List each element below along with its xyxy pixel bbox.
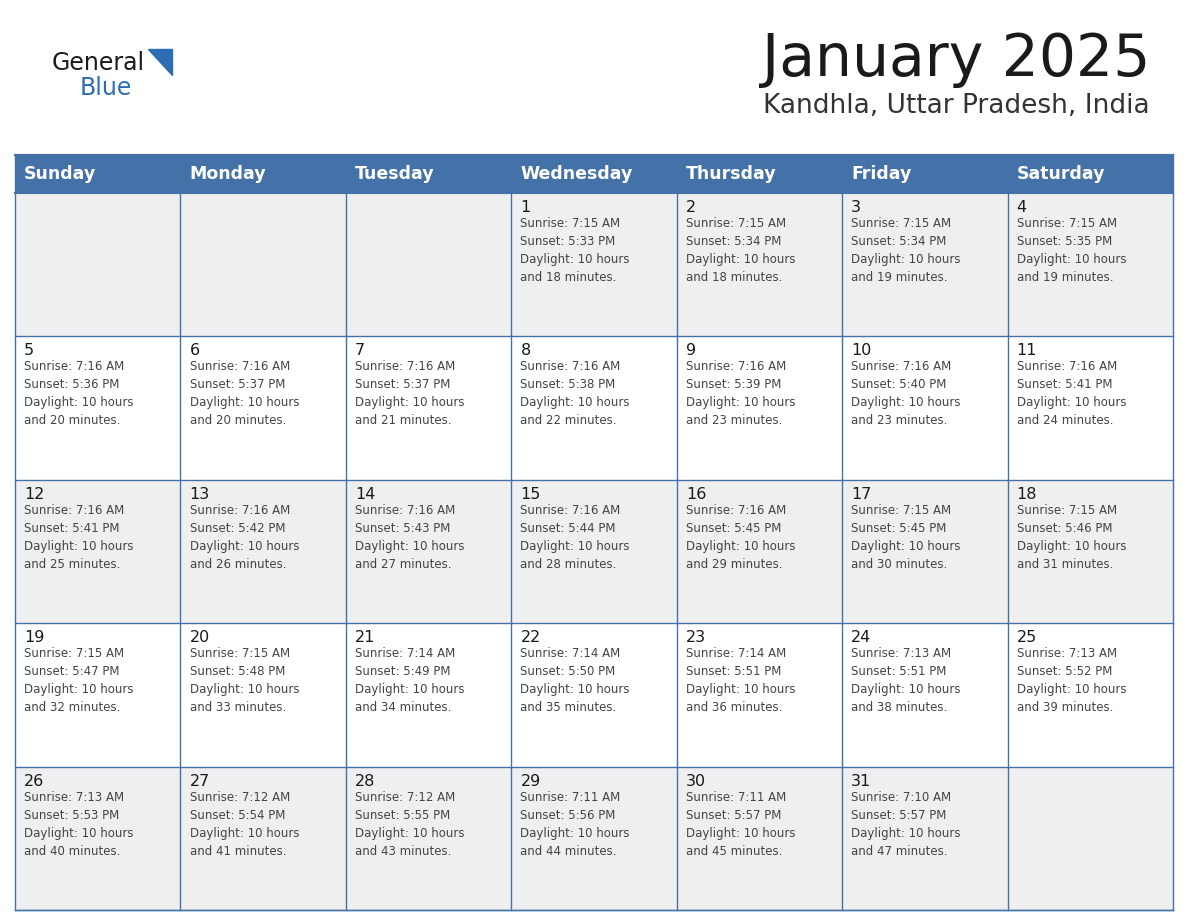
Text: Sunrise: 7:14 AM
Sunset: 5:49 PM
Daylight: 10 hours
and 34 minutes.: Sunrise: 7:14 AM Sunset: 5:49 PM Dayligh…	[355, 647, 465, 714]
Text: 19: 19	[24, 630, 44, 645]
Text: Sunday: Sunday	[24, 165, 96, 183]
Text: Sunrise: 7:16 AM
Sunset: 5:39 PM
Daylight: 10 hours
and 23 minutes.: Sunrise: 7:16 AM Sunset: 5:39 PM Dayligh…	[685, 361, 795, 428]
Text: Sunrise: 7:15 AM
Sunset: 5:48 PM
Daylight: 10 hours
and 33 minutes.: Sunrise: 7:15 AM Sunset: 5:48 PM Dayligh…	[190, 647, 299, 714]
Text: 14: 14	[355, 487, 375, 502]
Text: 29: 29	[520, 774, 541, 789]
Text: 8: 8	[520, 343, 531, 358]
Text: 18: 18	[1017, 487, 1037, 502]
Text: 9: 9	[685, 343, 696, 358]
Bar	[511, 155, 677, 193]
Text: Sunrise: 7:16 AM
Sunset: 5:36 PM
Daylight: 10 hours
and 20 minutes.: Sunrise: 7:16 AM Sunset: 5:36 PM Dayligh…	[24, 361, 133, 428]
Text: 15: 15	[520, 487, 541, 502]
Text: Sunrise: 7:13 AM
Sunset: 5:52 PM
Daylight: 10 hours
and 39 minutes.: Sunrise: 7:13 AM Sunset: 5:52 PM Dayligh…	[1017, 647, 1126, 714]
Text: Friday: Friday	[852, 165, 911, 183]
Text: Sunrise: 7:15 AM
Sunset: 5:34 PM
Daylight: 10 hours
and 18 minutes.: Sunrise: 7:15 AM Sunset: 5:34 PM Dayligh…	[685, 217, 795, 284]
Bar	[15, 767, 1173, 910]
Text: Sunrise: 7:11 AM
Sunset: 5:56 PM
Daylight: 10 hours
and 44 minutes.: Sunrise: 7:11 AM Sunset: 5:56 PM Dayligh…	[520, 790, 630, 857]
Text: Sunrise: 7:16 AM
Sunset: 5:40 PM
Daylight: 10 hours
and 23 minutes.: Sunrise: 7:16 AM Sunset: 5:40 PM Dayligh…	[852, 361, 961, 428]
Text: 13: 13	[190, 487, 210, 502]
Text: 27: 27	[190, 774, 210, 789]
Text: Sunrise: 7:16 AM
Sunset: 5:38 PM
Daylight: 10 hours
and 22 minutes.: Sunrise: 7:16 AM Sunset: 5:38 PM Dayligh…	[520, 361, 630, 428]
Text: Tuesday: Tuesday	[355, 165, 435, 183]
Text: Sunrise: 7:16 AM
Sunset: 5:45 PM
Daylight: 10 hours
and 29 minutes.: Sunrise: 7:16 AM Sunset: 5:45 PM Dayligh…	[685, 504, 795, 571]
Text: 31: 31	[852, 774, 872, 789]
Text: Sunrise: 7:10 AM
Sunset: 5:57 PM
Daylight: 10 hours
and 47 minutes.: Sunrise: 7:10 AM Sunset: 5:57 PM Dayligh…	[852, 790, 961, 857]
Bar	[842, 155, 1007, 193]
Text: 24: 24	[852, 630, 872, 645]
Text: 16: 16	[685, 487, 706, 502]
Text: 7: 7	[355, 343, 365, 358]
Text: Sunrise: 7:13 AM
Sunset: 5:53 PM
Daylight: 10 hours
and 40 minutes.: Sunrise: 7:13 AM Sunset: 5:53 PM Dayligh…	[24, 790, 133, 857]
Text: Sunrise: 7:15 AM
Sunset: 5:35 PM
Daylight: 10 hours
and 19 minutes.: Sunrise: 7:15 AM Sunset: 5:35 PM Dayligh…	[1017, 217, 1126, 284]
Text: Sunrise: 7:16 AM
Sunset: 5:41 PM
Daylight: 10 hours
and 24 minutes.: Sunrise: 7:16 AM Sunset: 5:41 PM Dayligh…	[1017, 361, 1126, 428]
Text: Sunrise: 7:12 AM
Sunset: 5:55 PM
Daylight: 10 hours
and 43 minutes.: Sunrise: 7:12 AM Sunset: 5:55 PM Dayligh…	[355, 790, 465, 857]
Text: Sunrise: 7:16 AM
Sunset: 5:44 PM
Daylight: 10 hours
and 28 minutes.: Sunrise: 7:16 AM Sunset: 5:44 PM Dayligh…	[520, 504, 630, 571]
Text: Sunrise: 7:16 AM
Sunset: 5:42 PM
Daylight: 10 hours
and 26 minutes.: Sunrise: 7:16 AM Sunset: 5:42 PM Dayligh…	[190, 504, 299, 571]
Text: Sunrise: 7:15 AM
Sunset: 5:34 PM
Daylight: 10 hours
and 19 minutes.: Sunrise: 7:15 AM Sunset: 5:34 PM Dayligh…	[852, 217, 961, 284]
Bar	[15, 155, 181, 193]
Text: Sunrise: 7:15 AM
Sunset: 5:45 PM
Daylight: 10 hours
and 30 minutes.: Sunrise: 7:15 AM Sunset: 5:45 PM Dayligh…	[852, 504, 961, 571]
Text: Sunrise: 7:16 AM
Sunset: 5:37 PM
Daylight: 10 hours
and 20 minutes.: Sunrise: 7:16 AM Sunset: 5:37 PM Dayligh…	[190, 361, 299, 428]
Text: Wednesday: Wednesday	[520, 165, 633, 183]
Polygon shape	[148, 49, 172, 75]
Text: 25: 25	[1017, 630, 1037, 645]
Text: 21: 21	[355, 630, 375, 645]
Text: 2: 2	[685, 200, 696, 215]
Text: Sunrise: 7:14 AM
Sunset: 5:50 PM
Daylight: 10 hours
and 35 minutes.: Sunrise: 7:14 AM Sunset: 5:50 PM Dayligh…	[520, 647, 630, 714]
Text: Saturday: Saturday	[1017, 165, 1105, 183]
Text: 17: 17	[852, 487, 872, 502]
Text: Sunrise: 7:15 AM
Sunset: 5:33 PM
Daylight: 10 hours
and 18 minutes.: Sunrise: 7:15 AM Sunset: 5:33 PM Dayligh…	[520, 217, 630, 284]
Text: Blue: Blue	[80, 76, 132, 100]
Text: Sunrise: 7:15 AM
Sunset: 5:46 PM
Daylight: 10 hours
and 31 minutes.: Sunrise: 7:15 AM Sunset: 5:46 PM Dayligh…	[1017, 504, 1126, 571]
Text: Sunrise: 7:11 AM
Sunset: 5:57 PM
Daylight: 10 hours
and 45 minutes.: Sunrise: 7:11 AM Sunset: 5:57 PM Dayligh…	[685, 790, 795, 857]
Text: 11: 11	[1017, 343, 1037, 358]
Text: 5: 5	[24, 343, 34, 358]
Bar	[15, 623, 1173, 767]
Text: Kandhla, Uttar Pradesh, India: Kandhla, Uttar Pradesh, India	[764, 93, 1150, 119]
Text: 6: 6	[190, 343, 200, 358]
Text: January 2025: January 2025	[762, 31, 1150, 88]
Text: Sunrise: 7:16 AM
Sunset: 5:41 PM
Daylight: 10 hours
and 25 minutes.: Sunrise: 7:16 AM Sunset: 5:41 PM Dayligh…	[24, 504, 133, 571]
Text: 3: 3	[852, 200, 861, 215]
Text: 28: 28	[355, 774, 375, 789]
Bar	[181, 155, 346, 193]
Bar	[15, 193, 1173, 336]
Text: Sunrise: 7:15 AM
Sunset: 5:47 PM
Daylight: 10 hours
and 32 minutes.: Sunrise: 7:15 AM Sunset: 5:47 PM Dayligh…	[24, 647, 133, 714]
Bar	[15, 336, 1173, 480]
Text: Sunrise: 7:16 AM
Sunset: 5:43 PM
Daylight: 10 hours
and 27 minutes.: Sunrise: 7:16 AM Sunset: 5:43 PM Dayligh…	[355, 504, 465, 571]
Text: Sunrise: 7:16 AM
Sunset: 5:37 PM
Daylight: 10 hours
and 21 minutes.: Sunrise: 7:16 AM Sunset: 5:37 PM Dayligh…	[355, 361, 465, 428]
Bar	[677, 155, 842, 193]
Text: General: General	[52, 51, 145, 75]
Text: 23: 23	[685, 630, 706, 645]
Text: Sunrise: 7:14 AM
Sunset: 5:51 PM
Daylight: 10 hours
and 36 minutes.: Sunrise: 7:14 AM Sunset: 5:51 PM Dayligh…	[685, 647, 795, 714]
Text: Thursday: Thursday	[685, 165, 777, 183]
Text: 10: 10	[852, 343, 872, 358]
Text: 26: 26	[24, 774, 44, 789]
Bar	[346, 155, 511, 193]
Bar	[1007, 155, 1173, 193]
Text: 12: 12	[24, 487, 44, 502]
Text: Monday: Monday	[190, 165, 266, 183]
Text: Sunrise: 7:12 AM
Sunset: 5:54 PM
Daylight: 10 hours
and 41 minutes.: Sunrise: 7:12 AM Sunset: 5:54 PM Dayligh…	[190, 790, 299, 857]
Text: 4: 4	[1017, 200, 1026, 215]
Text: 22: 22	[520, 630, 541, 645]
Text: 1: 1	[520, 200, 531, 215]
Text: Sunrise: 7:13 AM
Sunset: 5:51 PM
Daylight: 10 hours
and 38 minutes.: Sunrise: 7:13 AM Sunset: 5:51 PM Dayligh…	[852, 647, 961, 714]
Text: 20: 20	[190, 630, 210, 645]
Bar	[15, 480, 1173, 623]
Text: 30: 30	[685, 774, 706, 789]
